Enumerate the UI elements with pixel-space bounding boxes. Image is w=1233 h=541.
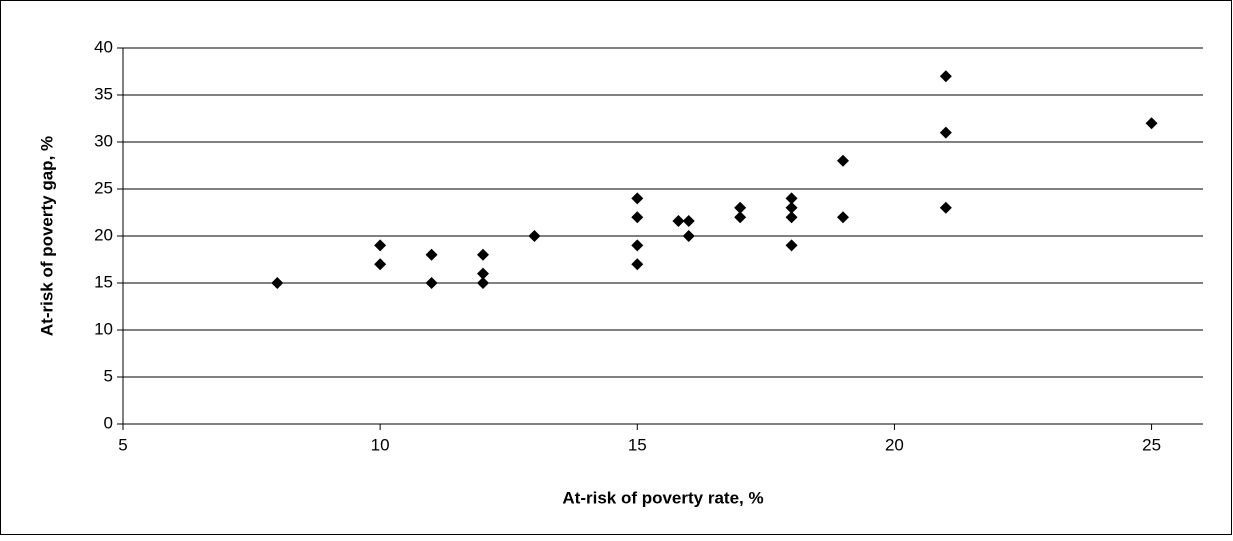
y-tick-label: 15 — [94, 272, 113, 291]
y-tick-label: 35 — [94, 84, 113, 103]
y-tick-label: 20 — [94, 225, 113, 244]
y-axis-label: At-risk of poverty gap, % — [37, 136, 56, 336]
point — [477, 248, 489, 261]
point — [785, 201, 798, 214]
y-tick-label: 25 — [94, 178, 113, 197]
point — [425, 277, 438, 289]
point — [837, 154, 849, 167]
point — [837, 211, 849, 224]
point — [528, 230, 541, 242]
point — [374, 239, 387, 252]
point — [672, 214, 685, 227]
point — [785, 239, 798, 252]
x-tick-label: 10 — [371, 435, 390, 454]
point — [734, 201, 747, 214]
point — [682, 230, 695, 242]
point — [1145, 117, 1158, 130]
point — [785, 192, 798, 205]
point — [939, 126, 952, 139]
x-tick-label: 20 — [885, 435, 904, 454]
x-tick-label: 15 — [628, 435, 647, 454]
point — [682, 214, 695, 227]
point — [631, 258, 644, 271]
x-axis-label: At-risk of poverty rate, % — [562, 488, 763, 507]
point — [785, 211, 798, 224]
point — [477, 267, 489, 280]
y-tick-label: 10 — [94, 319, 113, 338]
y-tick-label: 5 — [104, 366, 113, 385]
y-tick-label: 0 — [104, 413, 113, 432]
point — [374, 258, 387, 271]
point — [939, 201, 952, 214]
x-tick-label: 5 — [118, 435, 127, 454]
point — [271, 277, 284, 289]
point — [477, 277, 489, 289]
point — [631, 239, 644, 252]
point — [631, 192, 644, 205]
x-tick-label: 25 — [1142, 435, 1161, 454]
point — [425, 248, 438, 261]
point — [631, 211, 644, 224]
point — [734, 211, 747, 224]
point — [939, 70, 952, 83]
y-tick-label: 30 — [94, 131, 113, 150]
y-tick-label: 40 — [94, 37, 113, 56]
